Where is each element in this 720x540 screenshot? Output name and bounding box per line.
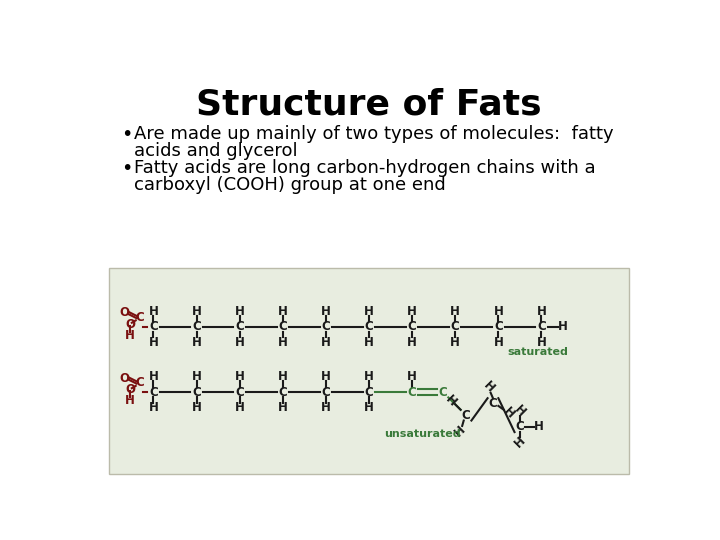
Text: H: H <box>235 335 245 348</box>
Text: O: O <box>119 306 129 319</box>
Text: C: C <box>494 320 503 333</box>
Text: C: C <box>364 320 374 333</box>
Text: H: H <box>125 328 135 342</box>
Text: C: C <box>149 386 158 399</box>
Text: O: O <box>125 318 135 331</box>
Text: H: H <box>321 335 330 348</box>
Text: H: H <box>534 420 544 433</box>
Text: H: H <box>408 335 417 348</box>
Text: C: C <box>279 320 287 333</box>
Text: Structure of Fats: Structure of Fats <box>196 88 542 122</box>
Text: C: C <box>322 320 330 333</box>
Text: H: H <box>450 335 460 348</box>
Text: C: C <box>516 420 524 433</box>
Text: C: C <box>408 320 416 333</box>
Text: H: H <box>321 370 330 383</box>
Text: H: H <box>450 305 460 318</box>
Text: H: H <box>192 305 202 318</box>
Text: C: C <box>537 320 546 333</box>
Text: H: H <box>493 305 503 318</box>
Text: H: H <box>148 370 158 383</box>
Text: C: C <box>192 386 201 399</box>
Text: H: H <box>364 335 374 348</box>
Text: H: H <box>321 401 330 414</box>
Text: O: O <box>119 372 129 384</box>
Text: C: C <box>462 409 470 422</box>
Text: carboxyl (COOH) group at one end: carboxyl (COOH) group at one end <box>134 176 446 194</box>
FancyBboxPatch shape <box>109 268 629 475</box>
Text: C: C <box>235 386 244 399</box>
Text: H: H <box>512 403 528 420</box>
Text: C: C <box>322 386 330 399</box>
Text: H: H <box>278 335 288 348</box>
Text: H: H <box>192 370 202 383</box>
Text: H: H <box>148 401 158 414</box>
Text: H: H <box>321 305 330 318</box>
Text: C: C <box>489 397 498 410</box>
Text: H: H <box>125 394 135 407</box>
Text: unsaturated: unsaturated <box>384 429 461 440</box>
Text: H: H <box>364 401 374 414</box>
Text: C: C <box>438 386 447 399</box>
Text: H: H <box>408 370 417 383</box>
Text: C: C <box>235 320 244 333</box>
Text: Fatty acids are long carbon-hydrogen chains with a: Fatty acids are long carbon-hydrogen cha… <box>134 159 595 177</box>
Text: C: C <box>408 386 416 399</box>
Text: •: • <box>121 159 132 178</box>
Text: saturated: saturated <box>508 347 569 357</box>
Text: H: H <box>443 393 459 409</box>
Text: C: C <box>192 320 201 333</box>
Text: H: H <box>278 370 288 383</box>
Text: H: H <box>512 434 528 450</box>
Text: C: C <box>135 376 144 389</box>
Text: C: C <box>364 386 374 399</box>
Text: C: C <box>149 320 158 333</box>
Text: H: H <box>500 405 516 421</box>
Text: H: H <box>148 305 158 318</box>
Text: H: H <box>235 370 245 383</box>
Text: H: H <box>192 401 202 414</box>
Text: H: H <box>192 335 202 348</box>
Text: H: H <box>558 320 568 333</box>
Text: H: H <box>451 422 468 438</box>
Text: H: H <box>278 305 288 318</box>
Text: H: H <box>480 379 496 395</box>
Text: C: C <box>135 311 144 324</box>
Text: H: H <box>364 305 374 318</box>
Text: O: O <box>125 383 135 396</box>
Text: Are made up mainly of two types of molecules:  fatty: Are made up mainly of two types of molec… <box>134 125 613 143</box>
Text: •: • <box>121 125 132 144</box>
Text: H: H <box>278 401 288 414</box>
Text: H: H <box>536 335 546 348</box>
Text: acids and glycerol: acids and glycerol <box>134 142 298 160</box>
Text: C: C <box>451 320 459 333</box>
Text: H: H <box>235 305 245 318</box>
Text: H: H <box>364 370 374 383</box>
Text: H: H <box>235 401 245 414</box>
Text: H: H <box>536 305 546 318</box>
Text: H: H <box>493 335 503 348</box>
Text: H: H <box>148 335 158 348</box>
Text: H: H <box>408 305 417 318</box>
Text: C: C <box>279 386 287 399</box>
